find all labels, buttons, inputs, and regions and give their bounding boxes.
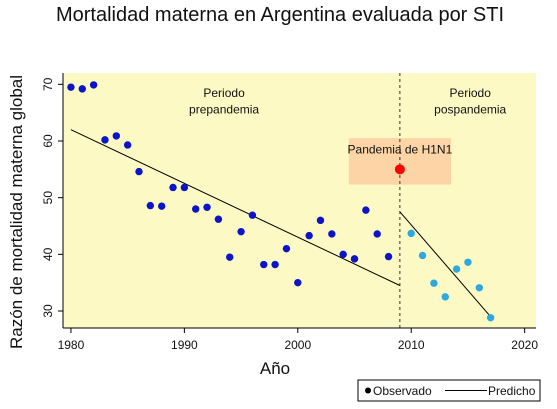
data-point-pre	[169, 183, 177, 192]
y-tick-label: 30	[41, 304, 55, 318]
data-point-pre	[384, 252, 393, 261]
ticks: 1980 1990 2000 2010 2020 30 40 50 60 70	[41, 77, 538, 352]
legend-predicted-label: Predicho	[488, 384, 536, 398]
y-tick-label: 50	[41, 191, 55, 205]
data-point-highlight	[394, 164, 405, 175]
data-point-pre	[237, 227, 245, 236]
legend-observed-label: Observado	[373, 384, 432, 398]
annotations: Periodo prepandemia Periodo pospandemia Pand…	[189, 86, 507, 157]
data-point-pre	[112, 132, 121, 140]
data-point-post	[430, 279, 438, 287]
y-axis-label: Razón de mortalidad materna global	[7, 75, 26, 349]
data-point-post	[475, 284, 483, 292]
data-point-post	[486, 314, 495, 322]
data-point-pre	[373, 230, 381, 238]
legend: Observado Predicho	[357, 379, 541, 402]
data-point-pre	[203, 203, 211, 211]
chart-title: Mortalidad materna en Argentina evaluada…	[56, 4, 504, 26]
fitted-lines	[70, 129, 492, 317]
x-tick-label: 1990	[171, 338, 198, 352]
data-point-pre	[67, 83, 75, 91]
data-point-pre	[362, 206, 370, 214]
y-tick-label: 40	[41, 247, 55, 261]
data-point-post	[407, 229, 415, 238]
data-point-pre	[180, 183, 189, 192]
y-tick-label: 70	[41, 77, 55, 91]
axes	[62, 73, 536, 329]
data-point-pre	[123, 141, 132, 149]
x-tick-label: 2010	[398, 338, 425, 352]
data-point-pre	[146, 201, 155, 210]
x-axis-label: Año	[260, 359, 290, 378]
data-point-pre	[89, 81, 98, 89]
data-point-pre	[135, 167, 143, 176]
data-point-pre	[192, 205, 200, 213]
fitted-line-pre	[70, 129, 401, 286]
data-point-pre	[248, 211, 257, 219]
legend-observed-marker	[365, 387, 371, 394]
data-point-pre	[328, 230, 336, 238]
x-tick-label: 2000	[284, 338, 311, 352]
data-point-pre	[350, 255, 359, 263]
data-point-pre	[271, 260, 279, 269]
data-point-pre	[260, 260, 268, 269]
annotation-text: prepandemia	[189, 102, 259, 116]
x-tick-label: 2020	[511, 338, 538, 352]
data-point-pre	[226, 253, 234, 261]
x-tick-label: 1980	[58, 338, 85, 352]
data-point-pre	[214, 215, 223, 223]
data-point-pre	[157, 202, 166, 210]
fitted-line-post	[399, 211, 492, 317]
annotation-text: Periodo	[203, 86, 245, 100]
data-point-pre	[316, 216, 325, 225]
annotation-text: Pandemia de H1N1	[348, 143, 453, 157]
y-tick-label: 60	[41, 134, 55, 148]
annotation-text: Periodo	[450, 86, 492, 100]
data-point-pre	[339, 250, 347, 259]
data-point-post	[441, 293, 449, 301]
annotation-text: pospandemia	[434, 102, 506, 116]
data-point-post	[418, 251, 427, 260]
data-point-pre	[282, 244, 291, 253]
data-point-pre	[294, 278, 302, 287]
data-point-pre	[78, 85, 86, 93]
data-point-post	[464, 258, 472, 266]
data-point-pre	[101, 136, 109, 144]
data-point-pre	[305, 231, 313, 240]
data-point-post	[452, 265, 461, 273]
data-points	[67, 81, 495, 322]
